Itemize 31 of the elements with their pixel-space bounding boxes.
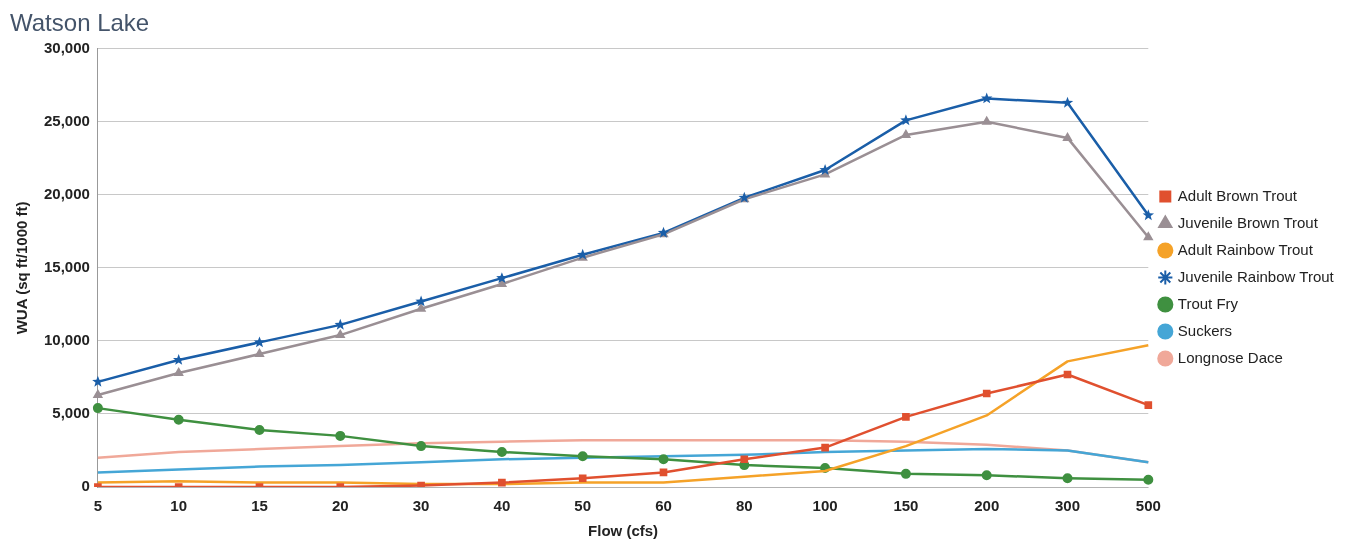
legend-label: Juvenile Rainbow Trout [1177,267,1335,285]
y-tick-label: 0 [81,477,90,495]
x-tick-label: 200 [974,497,1000,515]
x-tick-label: 150 [893,497,919,515]
x-tick-label: 40 [493,497,511,515]
x-axis-title: Flow (cfs) [588,522,659,540]
y-tick-label: 5,000 [52,404,90,422]
y-tick-label: 25,000 [43,111,90,129]
x-tick-label: 60 [655,497,672,515]
x-tick-label: 300 [1054,497,1081,515]
x-tick-label: 10 [170,497,188,515]
x-tick-label: 5 [93,497,103,515]
x-tick-label: 30 [412,497,430,515]
x-tick-label: 100 [812,497,838,515]
legend-label: Suckers [1177,321,1232,339]
legend-label: Longnose Dace [1177,348,1283,366]
legend-label: Adult Rainbow Trout [1177,240,1314,258]
legend-label: Adult Brown Trout [1177,186,1298,204]
legend-label: Trout Fry [1177,294,1239,312]
x-tick-label: 50 [574,497,592,515]
y-tick-label: 15,000 [43,258,90,276]
x-tick-label: 15 [251,497,268,515]
legend-label: Juvenile Brown Trout [1177,213,1319,231]
x-tick-label: 80 [735,497,753,515]
y-tick-label: 30,000 [43,38,90,56]
y-tick-label: 20,000 [43,185,90,203]
y-tick-label: 10,000 [43,331,90,349]
x-tick-label: 500 [1135,497,1161,515]
chart-title: Watson Lake [10,9,150,37]
x-tick-label: 20 [331,497,349,515]
y-axis-title: WUA (sq ft/1000 ft) [13,201,31,335]
